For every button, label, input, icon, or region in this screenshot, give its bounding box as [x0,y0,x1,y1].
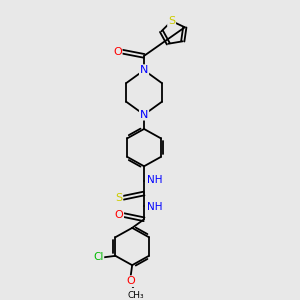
Text: O: O [114,210,123,220]
Text: NH: NH [147,175,162,185]
Text: S: S [168,16,175,26]
Text: O: O [113,46,122,57]
Text: N: N [140,65,148,75]
Text: S: S [115,193,122,203]
Text: N: N [140,110,148,120]
Text: O: O [126,276,135,286]
Text: Cl: Cl [93,252,104,262]
Text: CH₃: CH₃ [128,291,144,300]
Text: NH: NH [147,202,162,212]
